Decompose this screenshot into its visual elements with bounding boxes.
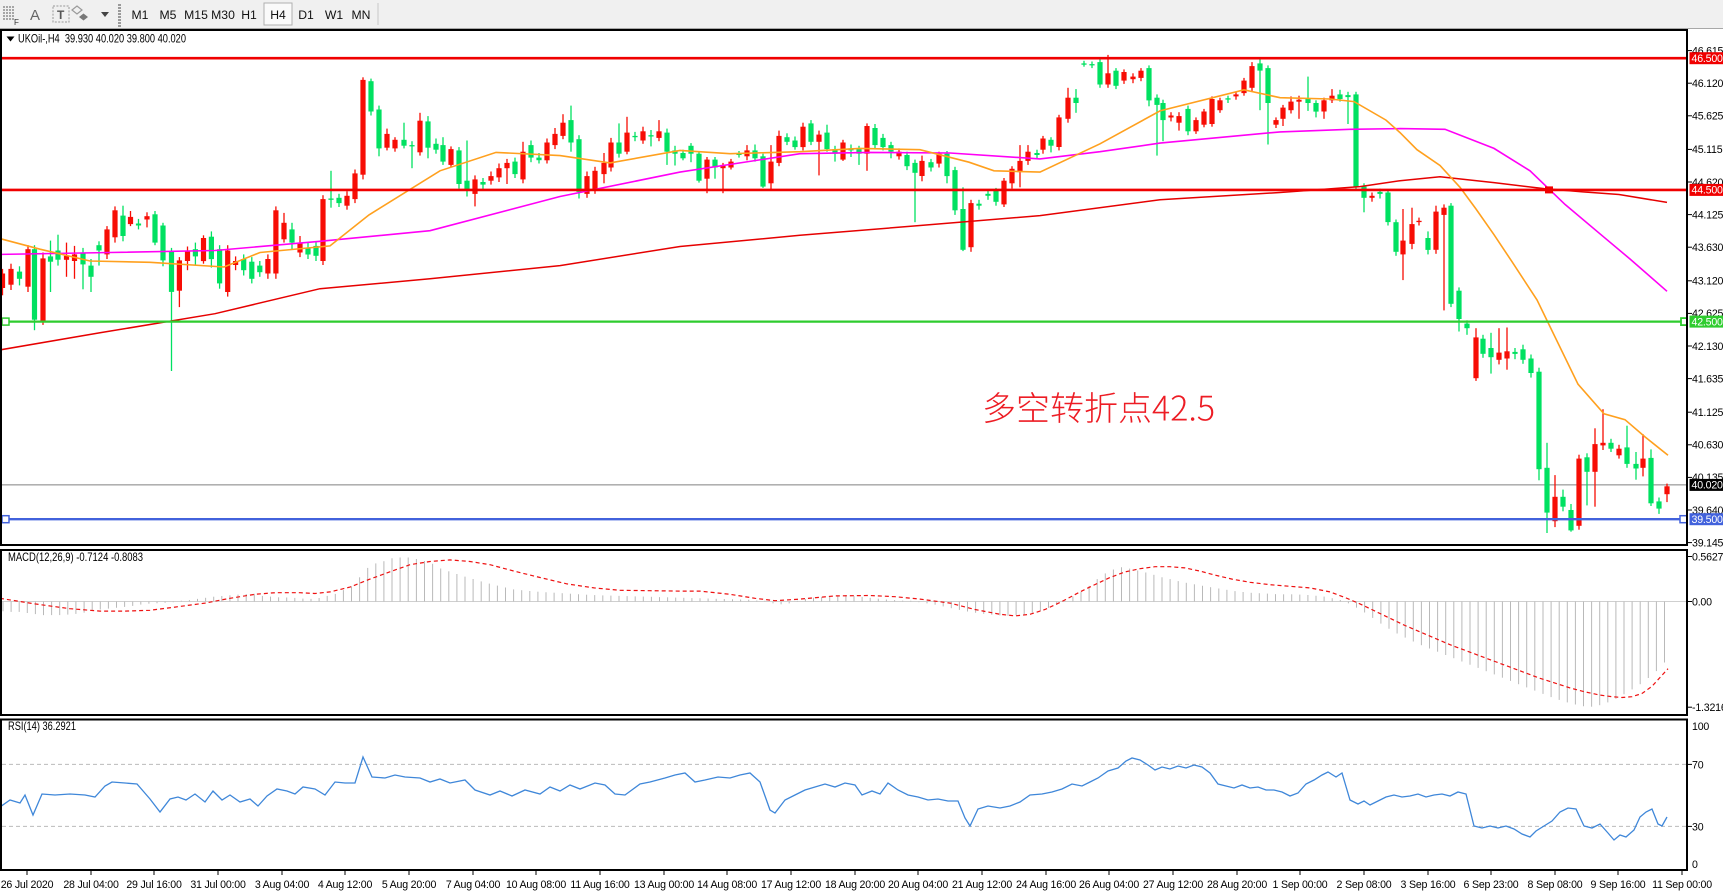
svg-text:39.145: 39.145 [1692, 537, 1723, 549]
svg-text:4 Aug 12:00: 4 Aug 12:00 [318, 879, 373, 891]
svg-text:28 Aug 20:00: 28 Aug 20:00 [1207, 879, 1267, 891]
svg-text:6 Sep 23:00: 6 Sep 23:00 [1464, 879, 1519, 891]
svg-text:11 Aug 16:00: 11 Aug 16:00 [570, 879, 630, 891]
svg-text:3 Aug 04:00: 3 Aug 04:00 [255, 879, 310, 891]
svg-text:M30: M30 [211, 8, 235, 22]
svg-text:0: 0 [1692, 859, 1698, 871]
svg-text:3 Sep 16:00: 3 Sep 16:00 [1401, 879, 1456, 891]
svg-text:14 Aug 08:00: 14 Aug 08:00 [697, 879, 757, 891]
svg-text:M15: M15 [184, 8, 208, 22]
svg-text:M1: M1 [132, 8, 149, 22]
svg-text:31 Jul 00:00: 31 Jul 00:00 [190, 879, 246, 891]
svg-text:8 Sep 08:00: 8 Sep 08:00 [1528, 879, 1583, 891]
svg-text:1 Sep 00:00: 1 Sep 00:00 [1273, 879, 1328, 891]
svg-text:39.500: 39.500 [1692, 514, 1723, 526]
svg-text:UKOil-,H4 39.930 40.020 39.80: UKOil-,H4 39.930 40.020 39.800 40.020 [18, 32, 186, 46]
svg-text:H1: H1 [241, 8, 257, 22]
svg-text:41.635: 41.635 [1692, 373, 1723, 385]
svg-text:2 Sep 08:00: 2 Sep 08:00 [1337, 879, 1392, 891]
svg-text:0.00: 0.00 [1692, 596, 1712, 608]
svg-text:F: F [14, 18, 19, 27]
svg-text:21 Aug 12:00: 21 Aug 12:00 [952, 879, 1012, 891]
svg-text:100: 100 [1692, 721, 1709, 733]
svg-text:7 Aug 04:00: 7 Aug 04:00 [446, 879, 501, 891]
svg-text:MN: MN [352, 8, 371, 22]
svg-text:42.130: 42.130 [1692, 341, 1723, 353]
svg-text:43.120: 43.120 [1692, 276, 1723, 288]
svg-text:30: 30 [1692, 821, 1704, 833]
svg-text:24 Aug 16:00: 24 Aug 16:00 [1016, 879, 1076, 891]
svg-text:-1.3216: -1.3216 [1692, 702, 1723, 714]
svg-text:40.630: 40.630 [1692, 440, 1723, 452]
svg-text:44.125: 44.125 [1692, 209, 1723, 221]
svg-text:W1: W1 [325, 8, 344, 22]
svg-text:70: 70 [1692, 759, 1704, 771]
svg-text:42.500: 42.500 [1692, 316, 1723, 328]
svg-text:20 Aug 04:00: 20 Aug 04:00 [888, 879, 948, 891]
svg-text:0.5627: 0.5627 [1692, 551, 1723, 563]
svg-text:10 Aug 08:00: 10 Aug 08:00 [506, 879, 566, 891]
svg-text:28 Jul 04:00: 28 Jul 04:00 [63, 879, 119, 891]
svg-text:5 Aug 20:00: 5 Aug 20:00 [382, 879, 437, 891]
svg-text:46.500: 46.500 [1692, 53, 1723, 65]
svg-text:9 Sep 16:00: 9 Sep 16:00 [1591, 879, 1646, 891]
svg-text:46.120: 46.120 [1692, 78, 1723, 90]
svg-text:29 Jul 16:00: 29 Jul 16:00 [126, 879, 182, 891]
svg-text:45.625: 45.625 [1692, 111, 1723, 123]
svg-text:M5: M5 [160, 8, 177, 22]
svg-text:40.020: 40.020 [1692, 480, 1723, 492]
svg-text:45.115: 45.115 [1692, 144, 1723, 156]
svg-text:MACD(12,26,9) -0.7124 -0.8083: MACD(12,26,9) -0.7124 -0.8083 [8, 550, 143, 564]
svg-text:H4: H4 [270, 8, 286, 22]
svg-text:27 Aug 12:00: 27 Aug 12:00 [1143, 879, 1203, 891]
svg-text:17 Aug 12:00: 17 Aug 12:00 [761, 879, 821, 891]
svg-text:18 Aug 20:00: 18 Aug 20:00 [825, 879, 885, 891]
svg-text:13 Aug 00:00: 13 Aug 00:00 [634, 879, 694, 891]
svg-text:A: A [30, 7, 40, 24]
svg-text:43.630: 43.630 [1692, 242, 1723, 254]
svg-text:26 Jul 2020: 26 Jul 2020 [1, 879, 54, 891]
svg-text:D1: D1 [298, 8, 314, 22]
svg-text:44.500: 44.500 [1692, 185, 1723, 197]
svg-text:41.125: 41.125 [1692, 407, 1723, 419]
svg-text:11 Sep 00:00: 11 Sep 00:00 [1652, 879, 1712, 891]
svg-text:T: T [57, 8, 65, 22]
svg-text:RSI(14) 36.2921: RSI(14) 36.2921 [8, 719, 76, 733]
svg-text:26 Aug 04:00: 26 Aug 04:00 [1079, 879, 1139, 891]
